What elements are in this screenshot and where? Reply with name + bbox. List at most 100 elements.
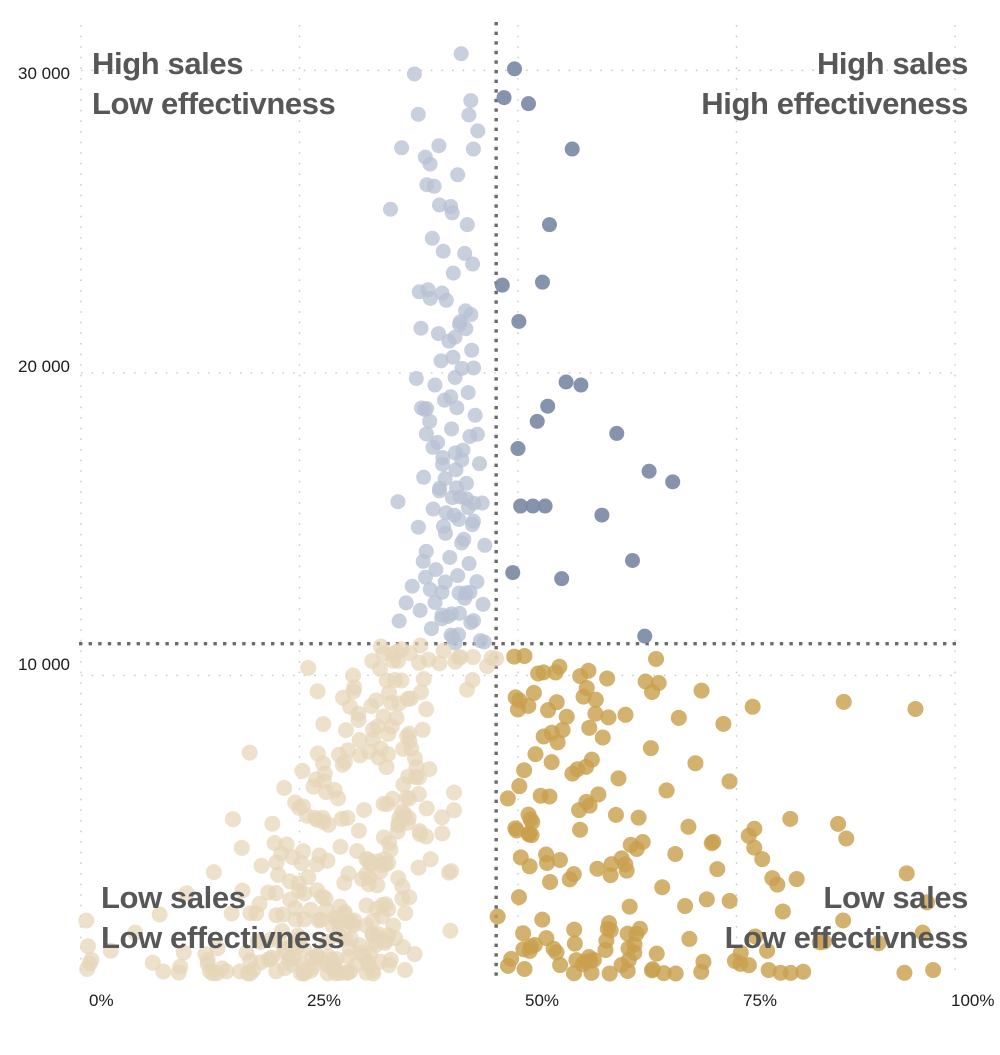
data-point — [438, 505, 454, 521]
data-point — [287, 911, 304, 928]
data-point — [465, 613, 481, 629]
data-point — [466, 360, 482, 376]
data-point — [395, 740, 412, 757]
data-point — [835, 693, 852, 710]
y-tick-label-10000: 10 000 — [18, 655, 70, 674]
data-point — [337, 722, 354, 739]
data-point — [620, 951, 637, 968]
data-point — [477, 537, 493, 553]
data-point — [385, 917, 402, 934]
data-point — [465, 649, 482, 666]
data-point — [644, 683, 661, 700]
data-point — [549, 734, 566, 751]
data-point — [435, 642, 452, 659]
data-point — [334, 756, 351, 773]
data-point — [641, 463, 657, 479]
data-point — [378, 759, 395, 776]
data-point — [331, 965, 348, 982]
data-point — [364, 913, 381, 930]
data-point — [510, 441, 526, 457]
data-point — [264, 949, 281, 966]
data-point — [102, 942, 119, 959]
data-point — [520, 96, 536, 112]
reference-lines — [79, 22, 957, 982]
data-point — [561, 871, 578, 888]
data-point — [458, 321, 474, 337]
data-point — [308, 856, 325, 873]
data-point — [418, 701, 435, 718]
data-point — [572, 821, 589, 838]
data-point — [464, 342, 480, 358]
data-point — [782, 810, 799, 827]
data-point — [450, 167, 466, 183]
data-point — [416, 469, 432, 485]
data-point — [413, 320, 429, 336]
data-point — [78, 912, 95, 929]
data-point — [401, 725, 418, 742]
data-point — [572, 668, 589, 685]
data-point — [543, 754, 560, 771]
data-point — [530, 665, 547, 682]
data-point — [788, 871, 805, 888]
data-point — [433, 353, 449, 369]
data-point — [402, 690, 419, 707]
data-point — [382, 842, 399, 859]
data-point — [315, 755, 332, 772]
data-point — [350, 822, 367, 839]
data-point — [274, 923, 290, 939]
data-point — [538, 846, 555, 863]
data-point — [442, 922, 459, 939]
data-point — [372, 638, 389, 655]
data-point — [390, 494, 406, 510]
data-point — [469, 574, 485, 590]
data-point — [489, 908, 506, 925]
data-point — [430, 326, 446, 342]
data-point — [469, 426, 485, 442]
data-point — [444, 490, 460, 506]
data-point — [175, 944, 192, 961]
x-tick-label-100: 100% — [951, 991, 995, 1010]
data-point — [427, 594, 443, 610]
data-point — [315, 716, 332, 733]
data-point — [241, 744, 258, 761]
data-point — [79, 960, 96, 977]
data-point — [417, 149, 433, 165]
data-point — [415, 671, 432, 687]
data-point — [291, 930, 308, 947]
data-point — [516, 762, 533, 779]
data-point — [744, 698, 761, 715]
data-point — [358, 964, 375, 981]
data-point — [838, 830, 855, 847]
data-point — [472, 456, 488, 472]
data-point — [275, 906, 292, 923]
data-point — [349, 843, 366, 859]
data-point — [372, 953, 389, 970]
data-point — [511, 313, 527, 329]
data-point — [276, 779, 293, 796]
data-point — [578, 758, 594, 775]
data-point — [178, 885, 195, 902]
data-point — [811, 934, 828, 951]
quadrant-label-bottom-left-line2: Low effectivness — [101, 920, 345, 955]
data-point — [573, 377, 589, 393]
data-point — [835, 912, 852, 929]
data-point — [365, 721, 382, 738]
data-point — [300, 869, 317, 886]
data-point — [609, 425, 625, 441]
data-point — [423, 621, 439, 637]
data-point — [351, 732, 368, 749]
data-point — [356, 802, 373, 819]
data-point — [155, 963, 172, 980]
data-point — [581, 719, 598, 736]
data-point — [345, 667, 362, 684]
data-point — [446, 802, 463, 819]
data-point — [558, 374, 574, 390]
data-point — [715, 715, 732, 732]
data-point — [552, 957, 569, 974]
data-point — [624, 553, 640, 568]
data-point — [394, 939, 411, 956]
data-point — [300, 659, 317, 676]
data-point — [419, 401, 435, 417]
data-point — [368, 692, 385, 709]
